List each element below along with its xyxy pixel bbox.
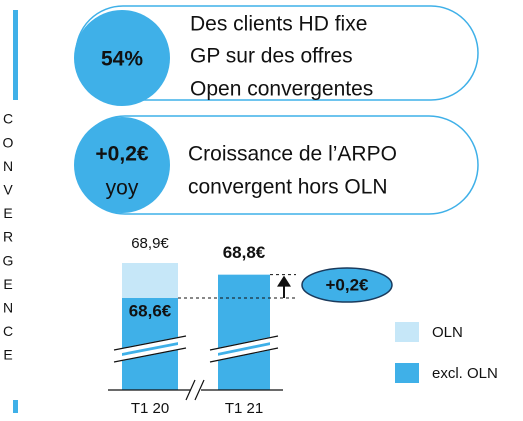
- total-label: 68,9€: [131, 235, 169, 252]
- side-letter: E: [3, 347, 12, 363]
- kpi-circle: [74, 10, 170, 106]
- kpi-sub: yoy: [106, 177, 139, 200]
- legend-label: excl. OLN: [432, 365, 498, 382]
- value-label: 68,8€: [223, 243, 266, 262]
- side-letter: N: [3, 300, 13, 316]
- side-letter: E: [3, 276, 12, 292]
- delta-badge: [301, 267, 393, 303]
- bar: [122, 263, 178, 298]
- kpi-text: Croissance de l’ARPO: [188, 143, 397, 166]
- axis-break: [185, 379, 205, 401]
- side-letter: C: [3, 323, 13, 339]
- bar: [218, 274, 270, 390]
- kpi-text: convergent hors OLN: [188, 176, 388, 199]
- side-letter: V: [3, 182, 13, 198]
- side-letter: E: [3, 205, 12, 221]
- kpi-value: 54%: [101, 48, 143, 71]
- kpi-text: Des clients HD fixe: [190, 13, 367, 36]
- axis-break: [209, 335, 279, 363]
- side-letter: O: [3, 134, 14, 150]
- x-tick-label: T1 20: [131, 400, 169, 417]
- legend-swatch: [395, 322, 419, 342]
- side-letter: R: [3, 229, 13, 245]
- x-tick-label: T1 21: [225, 400, 263, 417]
- axis-break: [113, 335, 187, 363]
- side-letter: N: [3, 158, 13, 174]
- delta-label: +0,2€: [325, 275, 369, 294]
- kpi-value: +0,2€: [95, 143, 148, 166]
- kpi-text: Open convergentes: [190, 78, 373, 101]
- axis-gap: [191, 384, 201, 396]
- legend-label: OLN: [432, 324, 463, 341]
- side-letter: C: [3, 111, 13, 127]
- kpi-text: GP sur des offres: [190, 45, 353, 68]
- delta-arrowhead: [277, 275, 291, 287]
- legend-swatch: [395, 363, 419, 383]
- value-label: 68,6€: [129, 301, 172, 320]
- axis-break: [113, 335, 187, 363]
- side-letter: G: [3, 252, 14, 268]
- side-bar: [13, 10, 18, 100]
- kpi-circle: [74, 117, 170, 213]
- axis-break: [209, 335, 279, 363]
- side-bar: [13, 400, 18, 413]
